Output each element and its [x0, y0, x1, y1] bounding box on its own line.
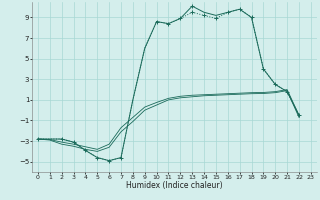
X-axis label: Humidex (Indice chaleur): Humidex (Indice chaleur) — [126, 181, 223, 190]
